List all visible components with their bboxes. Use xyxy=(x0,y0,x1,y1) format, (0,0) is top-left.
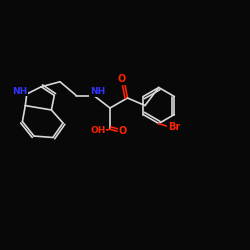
Text: O: O xyxy=(118,74,126,85)
Text: O: O xyxy=(118,126,127,136)
Text: OH: OH xyxy=(90,126,106,135)
Text: Br: Br xyxy=(168,122,180,132)
Text: NH: NH xyxy=(12,86,28,96)
Text: NH: NH xyxy=(90,87,105,96)
